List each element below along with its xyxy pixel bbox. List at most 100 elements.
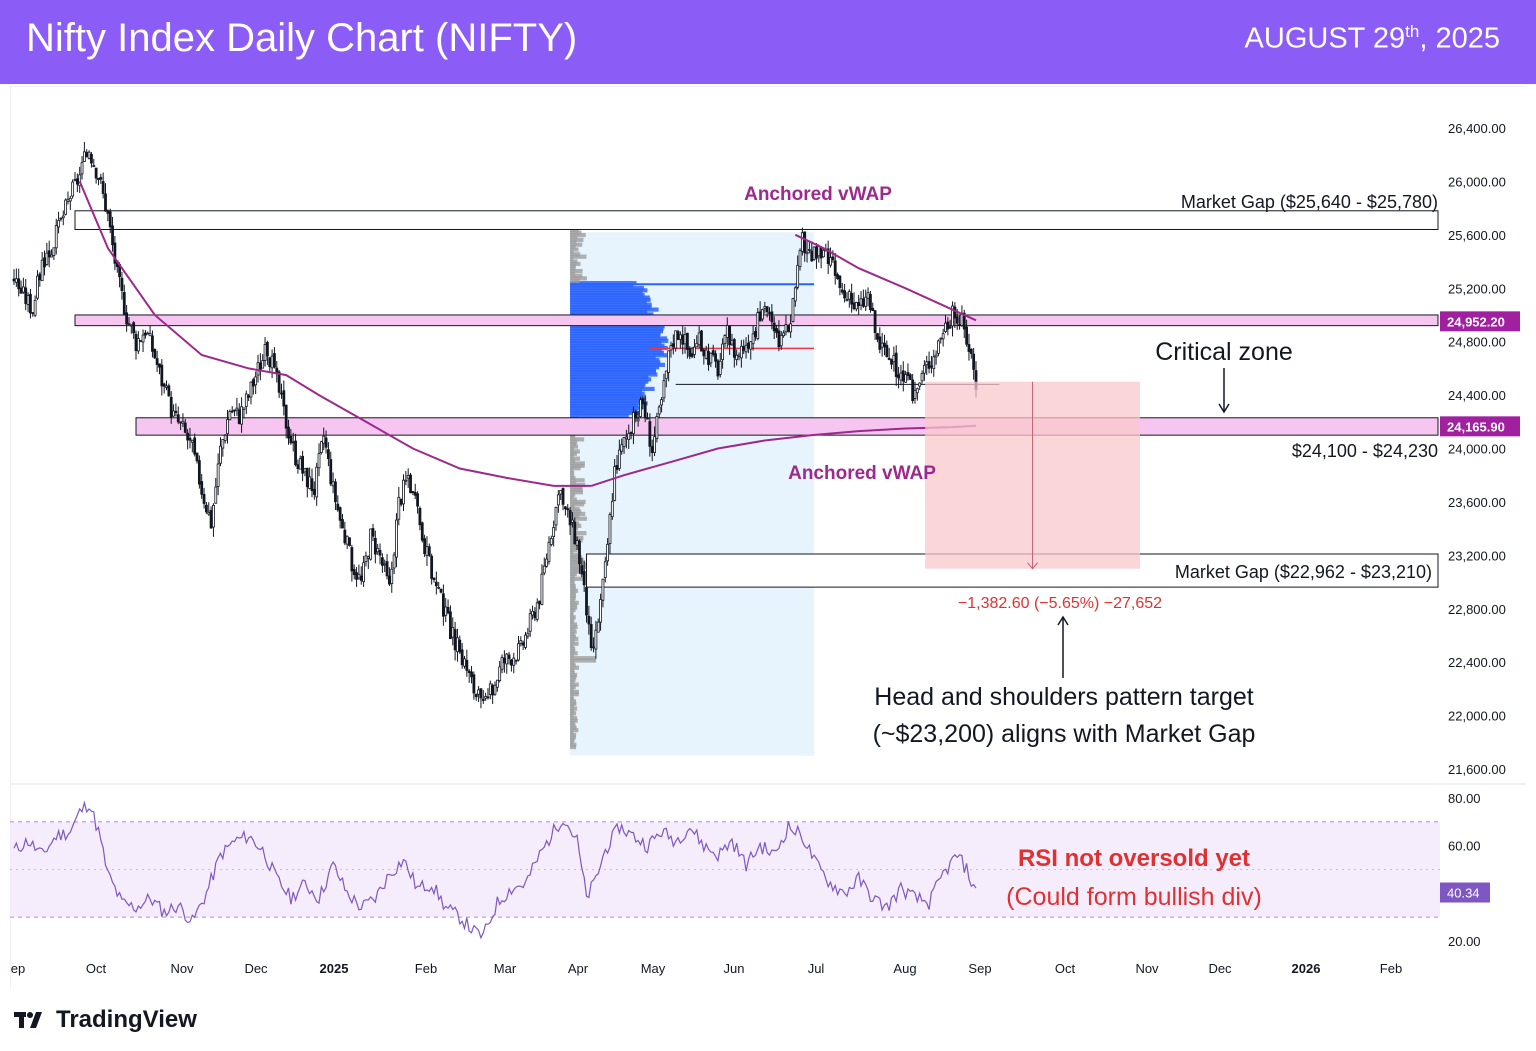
candle-body bbox=[526, 632, 530, 637]
time-tick-label: Feb bbox=[1380, 961, 1402, 976]
candle-body bbox=[472, 674, 476, 694]
candle-body bbox=[747, 342, 750, 349]
time-tick-label: Jul bbox=[808, 961, 825, 976]
candle-body bbox=[444, 606, 448, 616]
profile-bar bbox=[570, 576, 584, 581]
candle-body bbox=[99, 177, 103, 180]
candle-body bbox=[190, 439, 194, 443]
candle-body bbox=[519, 640, 523, 644]
candle-body bbox=[463, 658, 466, 667]
measure-label: −1,382.60 (−5.65%) −27,652 bbox=[958, 595, 1162, 612]
price-chart[interactable]: −1,382.60 (−5.65%) −27,652 26,400.00 26,0… bbox=[9, 85, 1526, 990]
candle-body bbox=[92, 165, 96, 167]
candle-body bbox=[596, 621, 600, 633]
profile-bar bbox=[570, 384, 645, 389]
profile-bar bbox=[570, 612, 574, 617]
candle-body bbox=[94, 167, 98, 179]
profile-bar bbox=[570, 581, 575, 586]
profile-bar bbox=[570, 271, 576, 276]
candle-body bbox=[484, 696, 488, 699]
candle-body bbox=[446, 607, 450, 614]
profile-bar bbox=[570, 264, 576, 269]
candle-body bbox=[930, 365, 933, 368]
candle-body bbox=[873, 310, 877, 334]
profile-bar bbox=[570, 728, 579, 733]
profile-bar bbox=[570, 492, 576, 497]
candle-body bbox=[174, 410, 178, 414]
candle-body bbox=[59, 217, 63, 220]
candle-body bbox=[737, 354, 741, 357]
candle-body bbox=[913, 389, 917, 399]
candle-body bbox=[263, 344, 267, 361]
rsi-tick-label: 20.00 bbox=[1448, 934, 1481, 949]
candle-body bbox=[251, 379, 255, 387]
candle-body bbox=[634, 411, 638, 419]
chart-title: Nifty Index Daily Chart (NIFTY) bbox=[26, 16, 578, 60]
price-tick-label: 24,000.00 bbox=[1448, 442, 1506, 457]
profile-bar bbox=[570, 353, 668, 358]
candle-body bbox=[749, 341, 753, 350]
candle-body bbox=[603, 561, 607, 579]
candle-body bbox=[366, 556, 370, 559]
candle-body bbox=[789, 323, 793, 333]
profile-bar bbox=[570, 302, 652, 307]
candle-body bbox=[714, 353, 717, 362]
candle-body bbox=[556, 494, 560, 506]
candle-body bbox=[742, 346, 746, 351]
profile-bar bbox=[570, 235, 578, 240]
profile-bar bbox=[570, 442, 577, 447]
candle-body bbox=[904, 373, 908, 383]
profile-bar bbox=[570, 631, 575, 637]
candle-body bbox=[770, 311, 774, 323]
candle-body bbox=[549, 538, 553, 545]
profile-bar bbox=[570, 348, 662, 353]
candle-body bbox=[467, 670, 471, 673]
candle-body bbox=[47, 250, 51, 258]
candle-body bbox=[423, 538, 427, 555]
candle-body bbox=[911, 379, 915, 401]
candle-body bbox=[52, 247, 56, 256]
profile-bar bbox=[570, 641, 579, 646]
profile-bar bbox=[570, 473, 574, 478]
candle-body bbox=[716, 360, 720, 377]
profile-bar bbox=[570, 742, 577, 747]
profile-bar bbox=[570, 737, 575, 742]
candle-body bbox=[373, 537, 377, 555]
candle-body bbox=[775, 328, 778, 334]
chart-area[interactable]: −1,382.60 (−5.65%) −27,652 26,400.00 26,0… bbox=[9, 85, 1526, 990]
candle-body bbox=[247, 395, 251, 398]
candle-body bbox=[542, 565, 546, 574]
candle-body bbox=[355, 572, 358, 580]
profile-bar bbox=[570, 309, 648, 315]
candle-body bbox=[21, 286, 25, 293]
candle-body bbox=[502, 657, 506, 664]
profile-bar bbox=[570, 338, 669, 343]
profile-bar bbox=[570, 377, 652, 382]
time-tick-label: Aug bbox=[893, 961, 916, 976]
candle-body bbox=[535, 602, 539, 620]
profile-bar bbox=[570, 444, 579, 449]
profile-bar bbox=[570, 499, 586, 504]
rsi-current-text: 40.34 bbox=[1447, 886, 1480, 901]
candle-body bbox=[359, 575, 363, 581]
profile-bar bbox=[570, 701, 577, 706]
profile-bar bbox=[570, 456, 580, 461]
candle-body bbox=[214, 486, 218, 504]
profile-bar bbox=[570, 545, 579, 550]
candle-body bbox=[918, 382, 922, 387]
profile-bar bbox=[570, 307, 659, 312]
profile-bar bbox=[570, 543, 577, 548]
profile-bar bbox=[570, 504, 575, 509]
candle-body bbox=[571, 519, 574, 523]
profile-bar bbox=[570, 408, 638, 413]
profile-bar bbox=[570, 660, 575, 666]
candle-body bbox=[38, 273, 42, 281]
candle-body bbox=[617, 449, 621, 469]
profile-bar bbox=[570, 547, 578, 553]
profile-bar bbox=[570, 326, 664, 331]
price-tick-label: 26,000.00 bbox=[1448, 174, 1506, 189]
profile-bar bbox=[570, 324, 665, 329]
candle-body bbox=[40, 259, 44, 282]
profile-bar bbox=[570, 382, 646, 387]
profile-bar bbox=[570, 610, 574, 615]
